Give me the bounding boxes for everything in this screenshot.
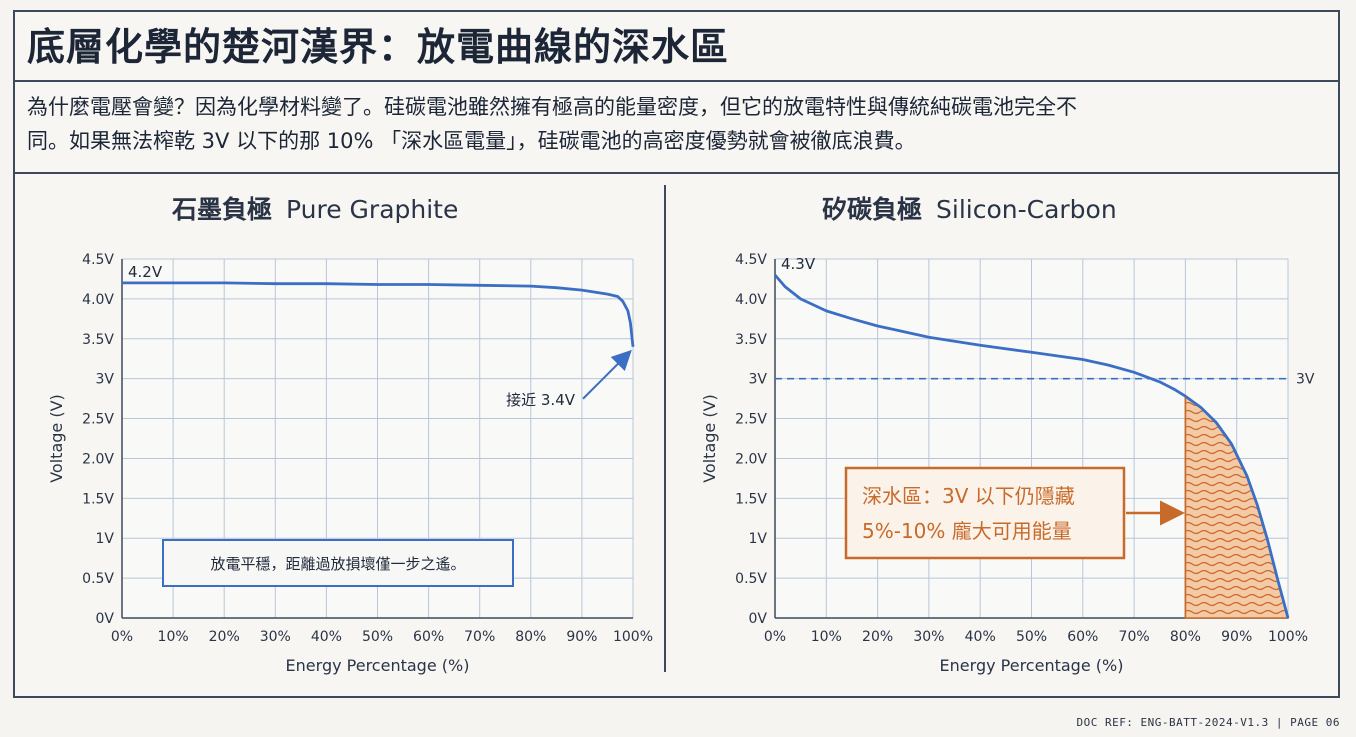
- graphite-x-tick: 50%: [362, 629, 393, 645]
- graphite-x-tick: 80%: [515, 629, 546, 645]
- graphite-x-tick: 70%: [464, 629, 495, 645]
- silicon-y-tick: 2.5V: [735, 412, 767, 428]
- graphite-y-tick: 4.5V: [82, 252, 114, 268]
- graphite-x-tick: 40%: [311, 629, 342, 645]
- silicon-chart-title: 矽碳負極 Silicon-Carbon: [822, 190, 1117, 226]
- graphite-y-tick: 2.0V: [82, 451, 114, 467]
- silicon-x-tick: 100%: [1268, 629, 1308, 645]
- graphite-x-axis-label: Energy Percentage (%): [286, 656, 470, 675]
- silicon-title-en: Silicon-Carbon: [936, 195, 1117, 224]
- silicon-y-tick: 3V: [749, 372, 768, 388]
- graphite-x-tick: 0%: [111, 629, 133, 645]
- graphite-y-tick: 1V: [96, 531, 115, 547]
- silicon-title-zh: 矽碳負極: [822, 195, 923, 224]
- intro-text: 為什麼電壓會變？因為化學材料變了。硅碳電池雖然擁有極高的能量密度，但它的放電特性…: [15, 82, 1338, 174]
- graphite-y-tick: 2.5V: [82, 412, 114, 428]
- silicon-callout-line-1: 深水區：3V 以下仍隱藏: [862, 484, 1075, 508]
- graphite-x-tick: 60%: [413, 629, 444, 645]
- silicon-voltage-line: [773, 274, 1290, 619]
- silicon-y-tick: 1V: [749, 531, 768, 547]
- graphite-x-tick: 100%: [613, 629, 653, 645]
- page-title: 底層化學的楚河漢界：放電曲線的深水區: [15, 12, 1338, 82]
- silicon-y-tick: 3.5V: [735, 332, 767, 348]
- graphite-voltage-line: [122, 281, 635, 347]
- silicon-x-tick: 0%: [764, 629, 786, 645]
- silicon-x-tick: 80%: [1170, 629, 1201, 645]
- silicon-y-tick: 0.5V: [735, 571, 767, 587]
- silicon-x-tick: 30%: [913, 629, 944, 645]
- silicon-y-tick: 1.5V: [735, 491, 767, 507]
- graphite-end-arrow: [582, 349, 632, 400]
- silicon-x-tick: 90%: [1221, 629, 1252, 645]
- intro-line-1: 為什麼電壓會變？因為化學材料變了。硅碳電池雖然擁有極高的能量密度，但它的放電特性…: [27, 95, 1077, 119]
- graphite-x-tick: 20%: [209, 629, 240, 645]
- silicon-ref-line-label: 3V: [1296, 372, 1315, 388]
- graphite-end-voltage-label: 接近 3.4V: [506, 391, 576, 409]
- silicon-x-tick: 60%: [1067, 629, 1098, 645]
- graphite-y-tick: 0.5V: [82, 571, 114, 587]
- silicon-y-tick: 0V: [749, 611, 768, 627]
- silicon-start-voltage-label: 4.3V: [781, 255, 816, 273]
- graphite-title-en: Pure Graphite: [286, 195, 459, 224]
- graphite-note-text: 放電平穩，距離過放損壞僅一步之遙。: [210, 555, 465, 573]
- silicon-deep-water-callout: [844, 466, 1126, 560]
- silicon-x-tick: 20%: [862, 629, 893, 645]
- silicon-x-tick: 70%: [1119, 629, 1150, 645]
- silicon-x-axis-label: Energy Percentage (%): [940, 656, 1124, 675]
- silicon-y-tick: 2.0V: [735, 451, 767, 467]
- graphite-x-tick: 90%: [566, 629, 597, 645]
- footer-docref: DOC REF: ENG-BATT-2024-V1.3 | PAGE 06: [1076, 716, 1340, 729]
- silicon-x-tick: 50%: [1016, 629, 1047, 645]
- graphite-y-tick: 3V: [96, 372, 115, 388]
- intro-line-2: 同。如果無法榨乾 3V 以下的那 10% 「深水區電量」，硅碳電池的高密度優勢就…: [27, 129, 916, 153]
- graphite-title-zh: 石墨負極: [172, 195, 273, 224]
- graphite-y-tick: 3.5V: [82, 332, 114, 348]
- graphite-x-tick: 10%: [158, 629, 189, 645]
- silicon-x-tick: 40%: [965, 629, 996, 645]
- graphite-start-voltage-label: 4.2V: [128, 263, 163, 281]
- graphite-y-tick: 4.0V: [82, 292, 114, 308]
- graphite-x-tick: 30%: [260, 629, 291, 645]
- silicon-callout-line-2: 5%-10% 龐大可用能量: [862, 519, 1072, 543]
- silicon-y-tick: 4.5V: [735, 252, 767, 268]
- graphite-note-box: [162, 539, 514, 587]
- graphite-y-tick: 1.5V: [82, 491, 114, 507]
- graphite-chart-title: 石墨負極 Pure Graphite: [172, 190, 458, 226]
- chart-divider: [664, 185, 666, 672]
- silicon-y-tick: 4.0V: [735, 292, 767, 308]
- silicon-x-tick: 10%: [811, 629, 842, 645]
- graphite-y-axis-label: Voltage (V): [47, 394, 66, 483]
- graphite-y-tick: 0V: [96, 611, 115, 627]
- silicon-y-axis-label: Voltage (V): [700, 394, 719, 483]
